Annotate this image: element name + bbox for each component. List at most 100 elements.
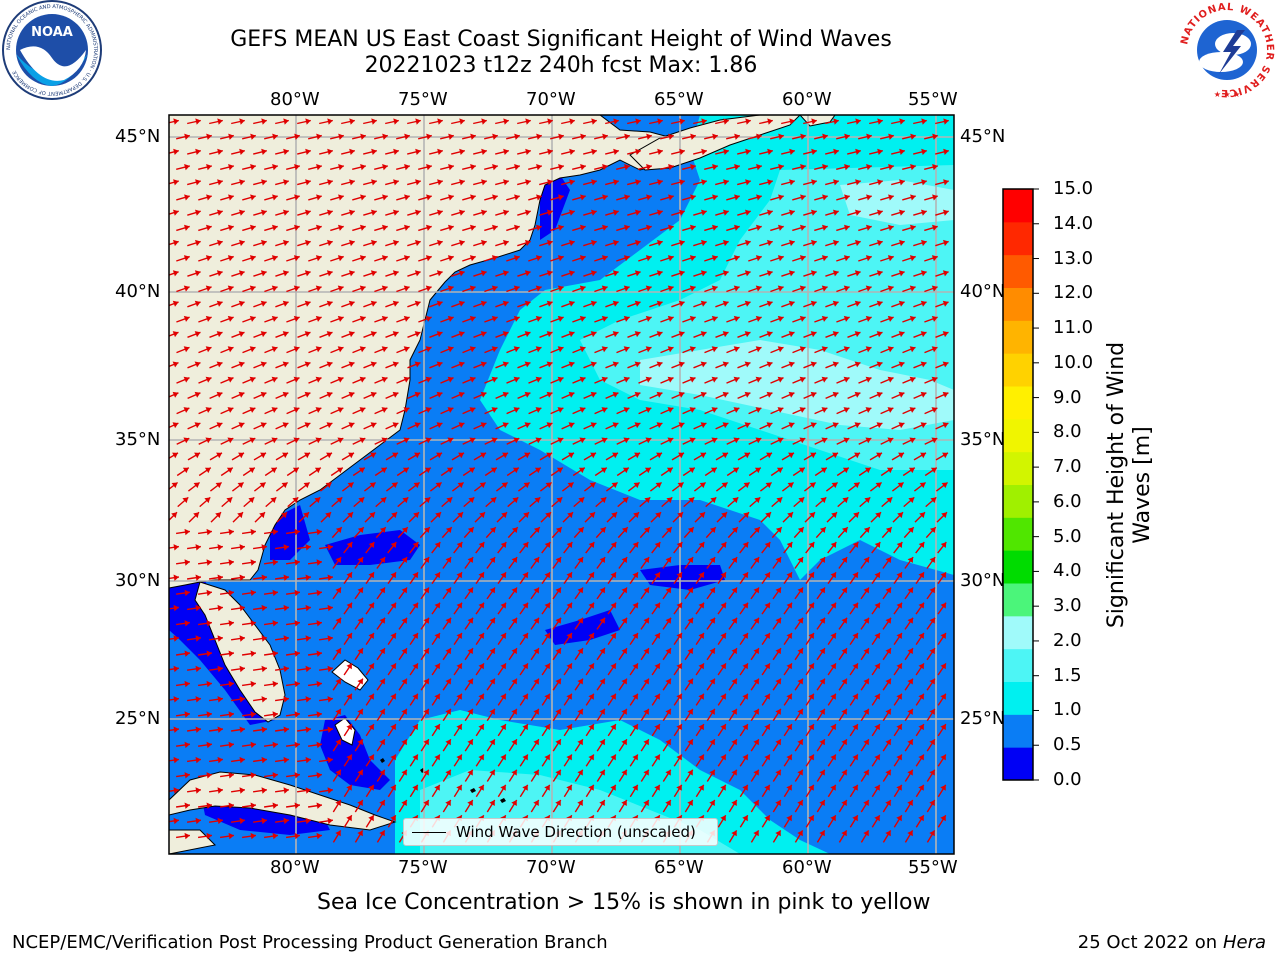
wave-direction-arrowhead bbox=[645, 255, 652, 262]
wave-direction-arrowhead bbox=[775, 648, 781, 655]
wave-direction-arrowhead bbox=[536, 133, 542, 140]
wave-direction-arrowhead bbox=[778, 133, 784, 140]
wave-direction-arrowhead bbox=[370, 422, 377, 429]
wave-direction-arrowhead bbox=[436, 452, 442, 459]
wave-direction-arrowhead bbox=[678, 422, 685, 429]
wave-direction-arrowhead bbox=[227, 255, 234, 262]
wave-direction-arrowhead bbox=[929, 678, 935, 685]
wave-direction-arrowhead bbox=[371, 118, 377, 125]
wave-direction-arrowhead bbox=[467, 739, 473, 746]
wave-direction-arrowhead bbox=[940, 724, 946, 731]
wave-direction-arrowhead bbox=[239, 574, 245, 581]
wave-direction-arrowhead bbox=[753, 739, 759, 746]
wave-direction-arrowhead bbox=[865, 346, 872, 353]
wave-direction-arrowhead bbox=[282, 391, 289, 398]
wave-direction-arrowhead bbox=[577, 800, 583, 806]
wave-direction-arrowhead bbox=[833, 209, 839, 216]
wave-direction-arrowhead bbox=[643, 678, 649, 685]
wave-direction-arrowhead bbox=[622, 497, 629, 504]
wave-direction-arrowhead bbox=[929, 617, 935, 624]
wave-direction-arrowhead bbox=[447, 407, 454, 413]
wave-direction-arrowhead bbox=[522, 754, 528, 761]
wave-direction-arrowhead bbox=[599, 617, 605, 624]
wave-direction-arrowhead bbox=[896, 663, 902, 670]
wave-direction-arrowhead bbox=[481, 179, 487, 186]
wave-direction-arrowhead bbox=[368, 724, 374, 731]
wave-direction-arrowhead bbox=[776, 497, 783, 504]
wave-direction-arrowhead bbox=[556, 467, 563, 474]
wave-direction-arrowhead bbox=[401, 769, 407, 776]
wave-direction-arrowhead bbox=[511, 527, 518, 533]
wave-direction-arrowhead bbox=[588, 784, 594, 791]
wave-direction-arrowhead bbox=[282, 270, 289, 277]
wave-direction-arrowhead bbox=[580, 164, 586, 171]
wave-direction-arrowhead bbox=[457, 482, 464, 489]
wave-direction-arrowhead bbox=[778, 224, 784, 231]
wave-direction-arrowhead bbox=[866, 133, 872, 140]
wave-direction-arrowhead bbox=[899, 118, 905, 125]
wave-direction-arrowhead bbox=[745, 179, 751, 186]
wave-direction-arrowhead bbox=[841, 617, 847, 624]
wave-direction-arrowhead bbox=[899, 179, 905, 186]
wave-direction-arrowhead bbox=[654, 663, 660, 670]
wave-direction-arrowhead bbox=[381, 346, 388, 353]
chart-title: GEFS MEAN US East Coast Significant Heig… bbox=[230, 27, 892, 52]
wave-direction-arrowhead bbox=[731, 527, 738, 533]
wave-direction-arrowhead bbox=[875, 512, 881, 519]
wave-direction-arrowhead bbox=[919, 512, 925, 519]
wave-direction-arrowhead bbox=[555, 557, 562, 563]
wave-direction-arrowhead bbox=[940, 663, 946, 670]
wave-direction-arrowhead bbox=[260, 300, 267, 307]
wave-direction-arrowhead bbox=[469, 285, 476, 292]
wave-direction-arrowhead bbox=[390, 572, 396, 579]
wave-direction-arrowhead bbox=[502, 300, 509, 307]
wave-direction-arrowhead bbox=[931, 346, 938, 353]
wave-direction-arrowhead bbox=[513, 315, 520, 322]
wave-direction-arrowhead bbox=[270, 467, 277, 474]
colorbar-tick-label: 15.0 bbox=[1053, 178, 1094, 199]
wave-direction-arrowhead bbox=[655, 482, 662, 489]
wave-direction-arrowhead bbox=[414, 361, 421, 368]
wave-direction-arrowhead bbox=[709, 648, 715, 655]
wave-direction-arrowhead bbox=[227, 376, 234, 383]
wave-direction-arrowhead bbox=[535, 346, 542, 353]
wave-direction-arrowhead bbox=[656, 270, 663, 277]
wave-direction-arrowhead bbox=[874, 663, 880, 670]
wave-direction-arrowhead bbox=[841, 800, 847, 806]
wave-direction-arrowhead bbox=[786, 754, 792, 761]
wave-direction-arrowhead bbox=[194, 331, 201, 338]
wave-direction-arrowhead bbox=[491, 407, 498, 413]
wave-direction-arrowhead bbox=[424, 497, 431, 504]
wave-direction-arrowhead bbox=[731, 678, 737, 685]
wave-direction-arrowhead bbox=[764, 602, 770, 609]
wave-direction-arrowhead bbox=[940, 572, 946, 579]
wave-direction-arrowhead bbox=[316, 832, 322, 840]
wave-direction-arrowhead bbox=[579, 255, 586, 262]
wave-direction-arrowhead bbox=[239, 696, 245, 703]
wave-direction-arrowhead bbox=[183, 255, 190, 262]
wave-direction-arrowhead bbox=[239, 665, 245, 673]
wave-direction-arrowhead bbox=[239, 787, 245, 794]
wave-direction-arrowhead bbox=[569, 118, 575, 125]
wave-direction-arrowhead bbox=[731, 800, 737, 806]
wave-direction-arrowhead bbox=[368, 572, 374, 579]
wave-direction-arrowhead bbox=[646, 133, 652, 140]
wave-direction-arrowhead bbox=[918, 633, 924, 639]
wave-direction-arrowhead bbox=[250, 559, 256, 566]
wave-direction-arrowhead bbox=[239, 726, 245, 733]
wave-direction-arrowhead bbox=[357, 617, 363, 624]
wave-direction-arrowhead bbox=[799, 285, 806, 292]
wave-direction-arrowhead bbox=[294, 620, 300, 627]
wave-direction-arrowhead bbox=[786, 602, 792, 609]
wave-direction-arrowhead bbox=[206, 741, 212, 749]
wave-direction-arrowhead bbox=[216, 331, 223, 338]
wave-direction-arrowhead bbox=[632, 724, 638, 731]
wave-direction-arrowhead bbox=[272, 528, 278, 536]
wave-direction-arrowhead bbox=[899, 209, 905, 216]
wave-direction-arrowhead bbox=[863, 800, 869, 806]
wave-direction-arrowhead bbox=[665, 739, 671, 746]
wave-direction-arrowhead bbox=[478, 663, 484, 670]
wave-direction-arrowhead bbox=[599, 587, 605, 594]
wave-direction-arrowhead bbox=[566, 784, 572, 791]
wave-direction-arrowhead bbox=[390, 663, 396, 670]
